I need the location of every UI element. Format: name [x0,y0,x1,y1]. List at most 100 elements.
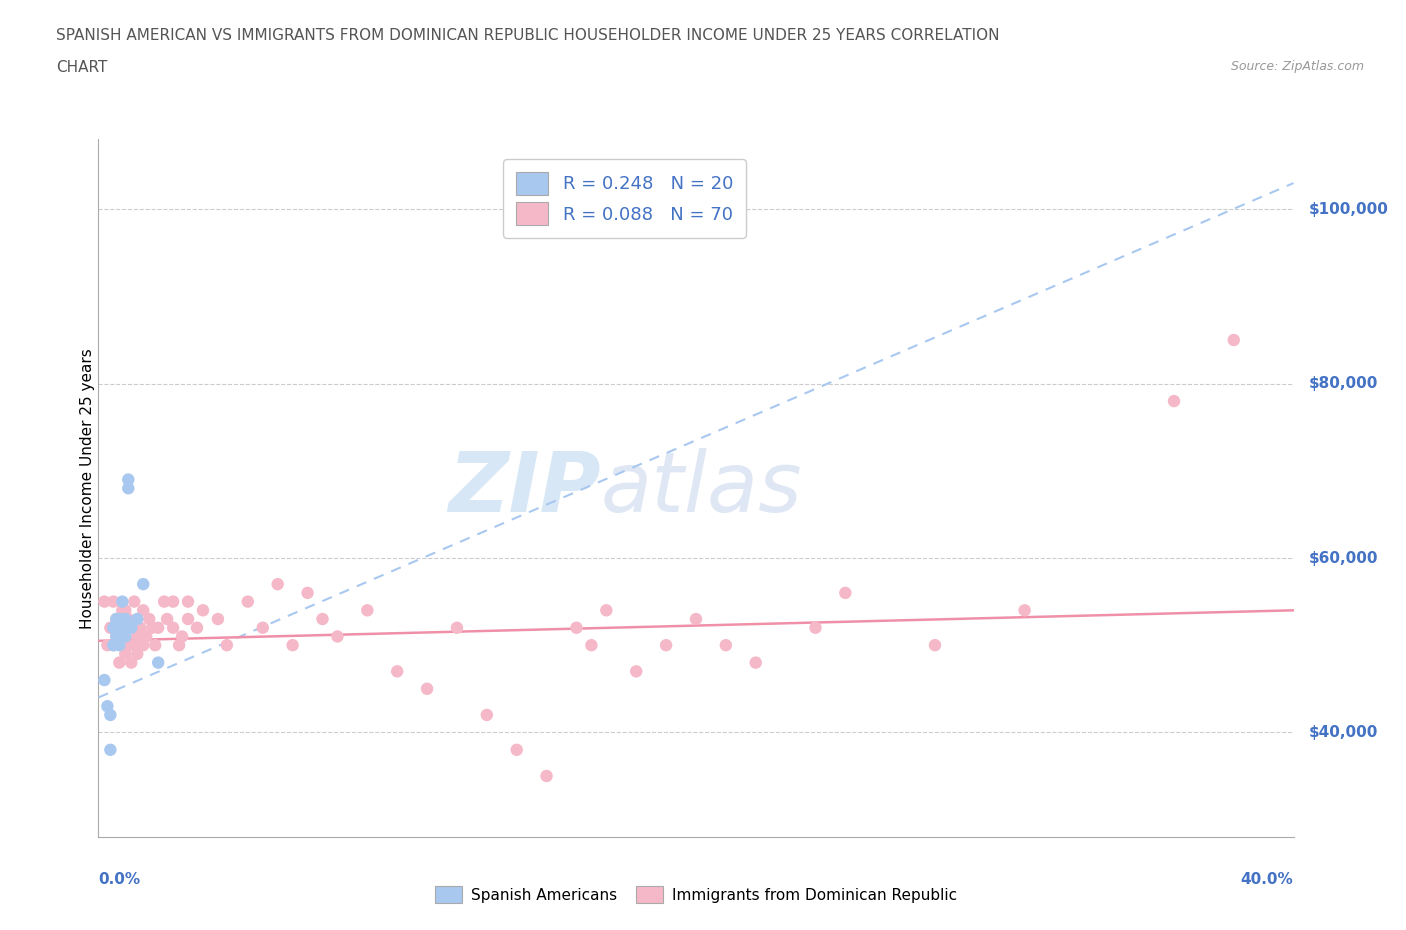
Point [120,655,142,670]
Text: ZIP: ZIP [447,447,600,529]
Text: $40,000: $40,000 [1309,724,1378,740]
Point [191,603,214,618]
Point [1163,393,1185,408]
Point [93,672,115,687]
Point [105,612,128,627]
Point [177,594,200,609]
Text: Source: ZipAtlas.com: Source: ZipAtlas.com [1230,60,1364,73]
Point [326,629,349,644]
Point [124,638,146,653]
Point [924,638,946,653]
Point [267,577,290,591]
Point [114,603,136,618]
Point [506,742,529,757]
Point [141,620,163,635]
Y-axis label: Householder Income Under 25 years: Householder Income Under 25 years [80,348,94,629]
Point [117,481,139,496]
Point [103,638,125,653]
Point [127,646,149,661]
Point [172,629,194,644]
Point [111,603,134,618]
Text: $60,000: $60,000 [1309,551,1378,565]
Point [98,708,122,723]
Point [96,638,118,653]
Text: $100,000: $100,000 [1309,202,1388,217]
Point [475,708,498,723]
Point [281,638,304,653]
Point [105,629,128,644]
Point [215,638,238,653]
Text: $80,000: $80,000 [1309,376,1378,392]
Point [416,682,439,697]
Point [120,620,142,635]
Point [93,594,115,609]
Point [385,664,409,679]
Point [138,612,160,627]
Point [356,603,378,618]
Point [103,620,125,635]
Point [111,594,134,609]
Point [536,768,558,783]
Point [98,742,122,757]
Point [108,655,131,670]
Point [595,603,617,618]
Point [111,620,134,635]
Point [1014,603,1036,618]
Text: CHART: CHART [56,60,108,75]
Point [132,638,155,653]
Point [132,577,155,591]
Point [135,629,157,644]
Point [114,629,136,644]
Point [297,586,319,601]
Point [105,629,128,644]
Point [565,620,588,635]
Point [624,664,647,679]
Point [114,629,136,644]
Point [186,620,208,635]
Point [105,612,128,627]
Legend: Spanish Americans, Immigrants from Dominican Republic: Spanish Americans, Immigrants from Domin… [429,880,963,910]
Point [804,620,827,635]
Point [114,646,136,661]
Point [108,612,131,627]
Point [103,594,125,609]
Point [581,638,603,653]
Point [129,620,152,635]
Point [98,620,122,635]
Point [1223,333,1246,348]
Point [745,655,768,670]
Point [167,638,190,653]
Point [446,620,468,635]
Point [162,594,184,609]
Point [124,594,146,609]
Point [177,612,200,627]
Point [311,612,333,627]
Point [117,472,139,487]
Text: SPANISH AMERICAN VS IMMIGRANTS FROM DOMINICAN REPUBLIC HOUSEHOLDER INCOME UNDER : SPANISH AMERICAN VS IMMIGRANTS FROM DOMI… [56,28,1000,43]
Text: atlas: atlas [600,447,801,529]
Point [236,594,259,609]
Text: 40.0%: 40.0% [1240,871,1294,886]
Point [132,603,155,618]
Point [111,638,134,653]
Point [143,638,166,653]
Point [117,638,139,653]
Point [162,620,184,635]
Point [153,594,176,609]
Point [120,620,142,635]
Point [714,638,737,653]
Point [114,612,136,627]
Point [655,638,678,653]
Point [685,612,707,627]
Point [148,620,170,635]
Point [108,638,131,653]
Point [117,612,139,627]
Point [127,612,149,627]
Point [108,620,131,635]
Text: 0.0%: 0.0% [98,871,141,886]
Point [103,638,125,653]
Point [96,698,118,713]
Point [148,655,170,670]
Point [156,612,179,627]
Point [252,620,274,635]
